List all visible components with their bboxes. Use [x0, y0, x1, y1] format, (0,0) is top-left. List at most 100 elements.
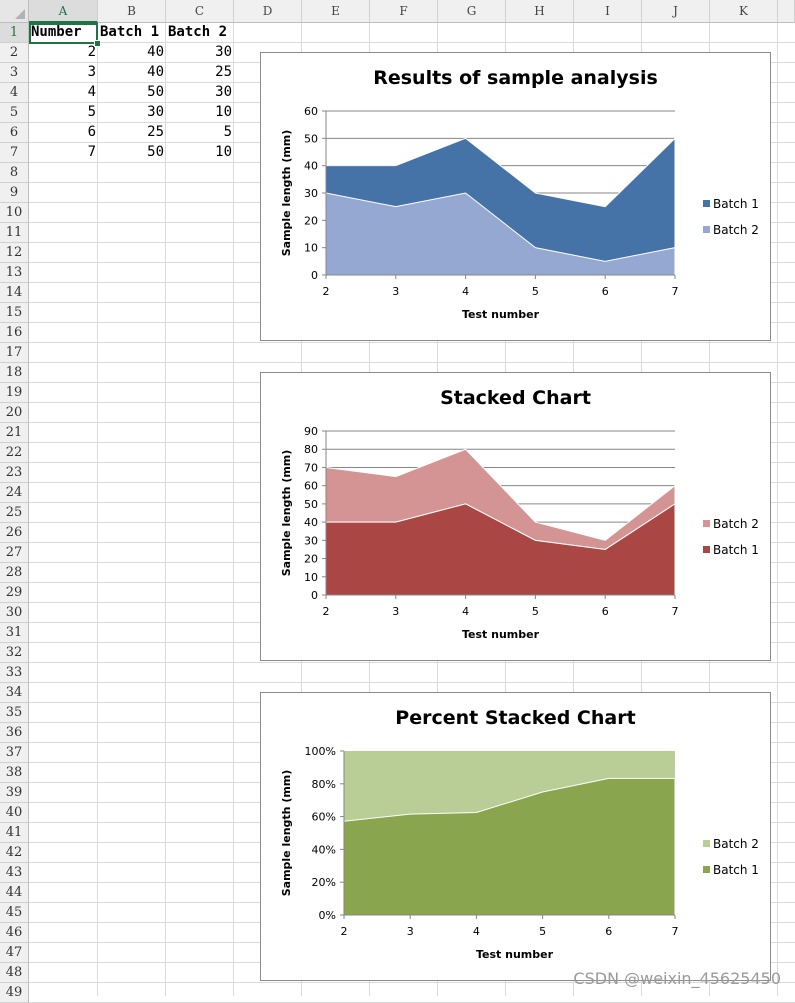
row-header-24[interactable]: 24	[0, 483, 29, 503]
row-header-14[interactable]: 14	[0, 283, 29, 303]
cell-a1[interactable]: Number	[31, 24, 82, 40]
cell-c2[interactable]: 30	[215, 44, 232, 60]
row-header-43[interactable]: 43	[0, 863, 29, 883]
row-header-9[interactable]: 9	[0, 183, 29, 203]
legend-label: Batch 2	[713, 517, 759, 531]
column-header-b[interactable]: B	[98, 0, 166, 23]
row-header-31[interactable]: 31	[0, 623, 29, 643]
chart-results-of-sample-analysis[interactable]: Results of sample analysis 0 10 20 30 40 50 60…	[260, 52, 771, 341]
cell-a3[interactable]: 3	[87, 64, 96, 80]
x-tick-label: 3	[392, 605, 399, 618]
column-header-k[interactable]: K	[710, 0, 778, 23]
column-header-d[interactable]: D	[234, 0, 302, 23]
chart-percent-stacked[interactable]: Percent Stacked Chart 0% 20% 40% 60% 80% 100%…	[260, 692, 771, 981]
row-header-22[interactable]: 22	[0, 443, 29, 463]
y-tick-label: 40%	[312, 843, 336, 856]
row-header-3[interactable]: 3	[0, 63, 29, 83]
row-header-11[interactable]: 11	[0, 223, 29, 243]
cell-a4[interactable]: 4	[87, 84, 96, 100]
cell-a2[interactable]: 2	[87, 44, 96, 60]
cell-b1[interactable]: Batch 1	[100, 24, 160, 40]
chart-title: Results of sample analysis	[373, 67, 658, 89]
row-header-33[interactable]: 33	[0, 663, 29, 683]
cell-c4[interactable]: 30	[215, 84, 232, 100]
column-header-e[interactable]: E	[302, 0, 370, 23]
column-header-a[interactable]: A	[29, 0, 98, 23]
cell-c7[interactable]: 10	[215, 144, 232, 160]
row-header-5[interactable]: 5	[0, 103, 29, 123]
row-header-19[interactable]: 19	[0, 383, 29, 403]
column-gridline	[97, 23, 98, 996]
row-header-16[interactable]: 16	[0, 323, 29, 343]
cell-b7[interactable]: 50	[147, 144, 164, 160]
row-header-32[interactable]: 32	[0, 643, 29, 663]
chart-stacked[interactable]: Stacked Chart 0 10 20 30 40 50 60 70 80 90 2 3 4 5 6 7 T…	[260, 372, 771, 661]
row-header-37[interactable]: 37	[0, 743, 29, 763]
row-header-12[interactable]: 12	[0, 243, 29, 263]
legend-label: Batch 2	[713, 837, 759, 851]
row-header-38[interactable]: 38	[0, 763, 29, 783]
row-header-15[interactable]: 15	[0, 303, 29, 323]
row-header-48[interactable]: 48	[0, 963, 29, 983]
row-header-42[interactable]: 42	[0, 843, 29, 863]
row-header-41[interactable]: 41	[0, 823, 29, 843]
cell-c1[interactable]: Batch 2	[168, 24, 228, 40]
row-header-35[interactable]: 35	[0, 703, 29, 723]
row-header-45[interactable]: 45	[0, 903, 29, 923]
row-header-8[interactable]: 8	[0, 163, 29, 183]
cell-b3[interactable]: 40	[147, 64, 164, 80]
cell-c6[interactable]: 5	[223, 124, 232, 140]
row-header-30[interactable]: 30	[0, 603, 29, 623]
column-header-partial[interactable]	[778, 0, 795, 23]
row-header-25[interactable]: 25	[0, 503, 29, 523]
column-header-g[interactable]: G	[438, 0, 506, 23]
row-header-27[interactable]: 27	[0, 543, 29, 563]
row-header-29[interactable]: 29	[0, 583, 29, 603]
select-all-corner[interactable]	[0, 0, 29, 23]
row-header-39[interactable]: 39	[0, 783, 29, 803]
row-header-17[interactable]: 17	[0, 343, 29, 363]
row-header-4[interactable]: 4	[0, 83, 29, 103]
y-tick-label: 50	[304, 132, 318, 145]
row-header-47[interactable]: 47	[0, 943, 29, 963]
row-header-44[interactable]: 44	[0, 883, 29, 903]
chart-plot-svg: 0% 20% 40% 60% 80% 100% 2 3 4 5 6 7 Test number Sampl…	[280, 745, 759, 961]
row-header-40[interactable]: 40	[0, 803, 29, 823]
row-header-23[interactable]: 23	[0, 463, 29, 483]
row-header-46[interactable]: 46	[0, 923, 29, 943]
cell-a5[interactable]: 5	[87, 104, 96, 120]
cell-b2[interactable]: 40	[147, 44, 164, 60]
row-header-21[interactable]: 21	[0, 423, 29, 443]
row-header-13[interactable]: 13	[0, 263, 29, 283]
row-header-36[interactable]: 36	[0, 723, 29, 743]
chart-plot-svg: 0 10 20 30 40 50 60 70 80 90 2 3 4 5 6 7 Test number Samp…	[280, 425, 759, 641]
y-tick-label: 20	[304, 214, 318, 227]
row-header-7[interactable]: 7	[0, 143, 29, 163]
fill-handle[interactable]	[94, 40, 101, 47]
row-header-49[interactable]: 49	[0, 983, 29, 1003]
column-header-c[interactable]: C	[166, 0, 234, 23]
row-header-18[interactable]: 18	[0, 363, 29, 383]
column-header-h[interactable]: H	[506, 0, 574, 23]
row-header-20[interactable]: 20	[0, 403, 29, 423]
cell-c3[interactable]: 25	[215, 64, 232, 80]
legend-label: Batch 2	[713, 223, 759, 237]
row-header-34[interactable]: 34	[0, 683, 29, 703]
column-header-f[interactable]: F	[370, 0, 438, 23]
row-header-6[interactable]: 6	[0, 123, 29, 143]
active-cell-outline	[29, 23, 98, 44]
x-tick-label: 6	[605, 925, 612, 938]
row-header-1[interactable]: 1	[0, 23, 29, 43]
column-header-j[interactable]: J	[642, 0, 710, 23]
row-header-28[interactable]: 28	[0, 563, 29, 583]
row-header-10[interactable]: 10	[0, 203, 29, 223]
row-header-26[interactable]: 26	[0, 523, 29, 543]
cell-a6[interactable]: 6	[87, 124, 96, 140]
row-header-2[interactable]: 2	[0, 43, 29, 63]
cell-c5[interactable]: 10	[215, 104, 232, 120]
cell-b5[interactable]: 30	[147, 104, 164, 120]
cell-a7[interactable]: 7	[87, 144, 96, 160]
cell-b4[interactable]: 50	[147, 84, 164, 100]
column-header-i[interactable]: I	[574, 0, 642, 23]
cell-b6[interactable]: 25	[147, 124, 164, 140]
